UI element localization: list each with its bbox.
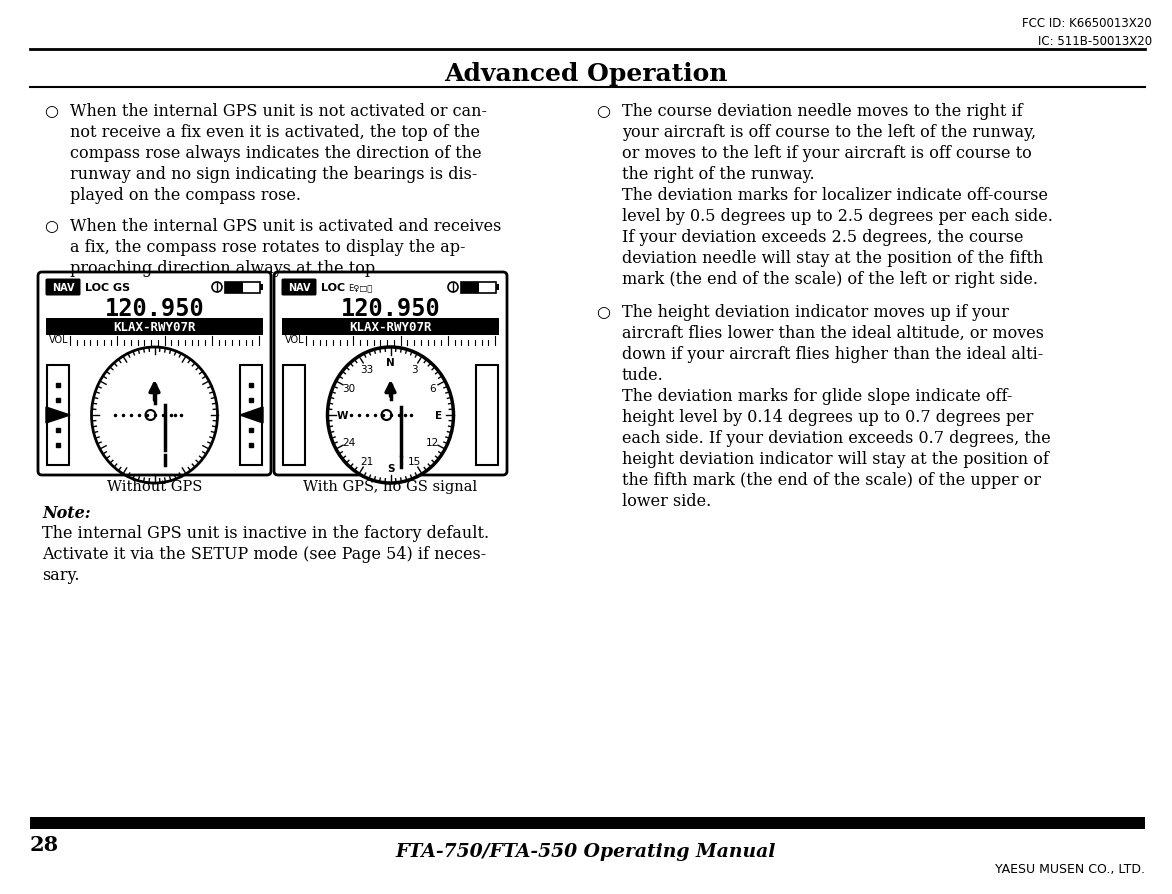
Text: ○: ○ — [45, 218, 57, 235]
Text: 21: 21 — [360, 457, 373, 467]
Text: ○: ○ — [597, 304, 609, 321]
Text: IC: 511B-50013X20: IC: 511B-50013X20 — [1038, 35, 1152, 48]
Text: KLAX-RWY07R: KLAX-RWY07R — [114, 321, 196, 333]
Text: level by 0.5 degrees up to 2.5 degrees per each side.: level by 0.5 degrees up to 2.5 degrees p… — [622, 207, 1052, 224]
Text: 12: 12 — [425, 437, 438, 447]
Text: If your deviation exceeds 2.5 degrees, the course: If your deviation exceeds 2.5 degrees, t… — [622, 229, 1023, 246]
Text: each side. If your deviation exceeds 0.7 degrees, the: each side. If your deviation exceeds 0.7… — [622, 429, 1051, 446]
Text: E: E — [435, 410, 442, 420]
Text: The deviation marks for localizer indicate off-course: The deviation marks for localizer indica… — [622, 187, 1048, 204]
Text: E♀□Ⓒ: E♀□Ⓒ — [348, 283, 373, 292]
Text: YAESU MUSEN CO., LTD.: YAESU MUSEN CO., LTD. — [995, 862, 1145, 875]
Text: NAV: NAV — [52, 283, 74, 292]
Text: a fix, the compass rose rotates to display the ap-: a fix, the compass rose rotates to displ… — [70, 239, 465, 256]
Text: 120.950: 120.950 — [341, 297, 441, 321]
Bar — [260, 284, 263, 291]
Text: NAV: NAV — [288, 283, 311, 292]
Text: ○: ○ — [597, 103, 609, 120]
Text: N: N — [386, 358, 395, 367]
Bar — [282, 318, 499, 335]
Text: proaching direction always at the top.: proaching direction always at the top. — [70, 260, 380, 276]
Text: The course deviation needle moves to the right if: The course deviation needle moves to the… — [622, 103, 1023, 120]
Text: lower side.: lower side. — [622, 493, 711, 510]
FancyBboxPatch shape — [38, 273, 271, 476]
Text: FTA-750/FTA-550 Operating Manual: FTA-750/FTA-550 Operating Manual — [396, 842, 776, 860]
FancyBboxPatch shape — [46, 279, 81, 296]
Text: The deviation marks for glide slope indicate off-: The deviation marks for glide slope indi… — [622, 388, 1013, 405]
Text: 120.950: 120.950 — [104, 297, 204, 321]
Text: Advanced Operation: Advanced Operation — [444, 62, 728, 86]
Text: ○: ○ — [45, 103, 57, 120]
Text: or moves to the left if your aircraft is off course to: or moves to the left if your aircraft is… — [622, 145, 1031, 162]
Bar — [225, 283, 260, 293]
Text: VOL: VOL — [285, 334, 305, 344]
Polygon shape — [46, 408, 70, 424]
Text: tude.: tude. — [622, 367, 663, 384]
Text: not receive a fix even it is activated, the top of the: not receive a fix even it is activated, … — [70, 124, 481, 141]
Bar — [461, 283, 478, 293]
Polygon shape — [240, 408, 263, 424]
Text: Without GPS: Without GPS — [107, 479, 203, 493]
Text: aircraft flies lower than the ideal altitude, or moves: aircraft flies lower than the ideal alti… — [622, 325, 1044, 342]
Text: KLAX-RWY07R: KLAX-RWY07R — [349, 321, 431, 333]
Bar — [225, 283, 243, 293]
Text: Activate it via the SETUP mode (see Page 54) if neces-: Activate it via the SETUP mode (see Page… — [42, 545, 486, 562]
Bar — [46, 318, 263, 335]
Text: The internal GPS unit is inactive in the factory default.: The internal GPS unit is inactive in the… — [42, 525, 489, 542]
Text: sary.: sary. — [42, 567, 80, 584]
Bar — [476, 366, 498, 466]
Text: height level by 0.14 degrees up to 0.7 degrees per: height level by 0.14 degrees up to 0.7 d… — [622, 409, 1034, 426]
Text: FCC ID: K6650013X20: FCC ID: K6650013X20 — [1022, 17, 1152, 30]
Text: VOL: VOL — [49, 334, 69, 344]
Text: When the internal GPS unit is activated and receives: When the internal GPS unit is activated … — [70, 218, 502, 235]
Text: W: W — [336, 410, 348, 420]
Bar — [47, 366, 69, 466]
FancyBboxPatch shape — [274, 273, 507, 476]
Bar — [282, 366, 305, 466]
Text: LOC: LOC — [321, 283, 345, 292]
Text: The height deviation indicator moves up if your: The height deviation indicator moves up … — [622, 304, 1009, 321]
Text: 33: 33 — [360, 365, 373, 375]
Text: your aircraft is off course to the left of the runway,: your aircraft is off course to the left … — [622, 124, 1036, 141]
Ellipse shape — [327, 348, 454, 484]
Bar — [496, 284, 499, 291]
Text: runway and no sign indicating the bearings is dis-: runway and no sign indicating the bearin… — [70, 165, 477, 182]
Text: 3: 3 — [411, 365, 417, 375]
Text: Note:: Note: — [42, 504, 90, 521]
Text: height deviation indicator will stay at the position of: height deviation indicator will stay at … — [622, 451, 1049, 468]
Text: 24: 24 — [342, 437, 355, 447]
Text: the right of the runway.: the right of the runway. — [622, 165, 815, 182]
Bar — [461, 283, 496, 293]
Text: When the internal GPS unit is not activated or can-: When the internal GPS unit is not activa… — [70, 103, 488, 120]
Text: compass rose always indicates the direction of the: compass rose always indicates the direct… — [70, 145, 482, 162]
Text: mark (the end of the scale) of the left or right side.: mark (the end of the scale) of the left … — [622, 271, 1038, 288]
Text: deviation needle will stay at the position of the fifth: deviation needle will stay at the positi… — [622, 249, 1043, 266]
Text: With GPS, no GS signal: With GPS, no GS signal — [304, 479, 477, 493]
Text: 28: 28 — [30, 834, 59, 854]
Bar — [30, 817, 1145, 829]
Text: 30: 30 — [342, 384, 355, 394]
Text: played on the compass rose.: played on the compass rose. — [70, 187, 301, 204]
Text: 15: 15 — [408, 457, 421, 467]
FancyBboxPatch shape — [281, 279, 316, 296]
Text: down if your aircraft flies higher than the ideal alti-: down if your aircraft flies higher than … — [622, 346, 1043, 363]
Text: 6: 6 — [429, 384, 435, 394]
Text: LOC GS: LOC GS — [86, 283, 130, 292]
Text: the fifth mark (the end of the scale) of the upper or: the fifth mark (the end of the scale) of… — [622, 471, 1041, 488]
Text: S: S — [387, 463, 394, 474]
Bar — [240, 366, 263, 466]
